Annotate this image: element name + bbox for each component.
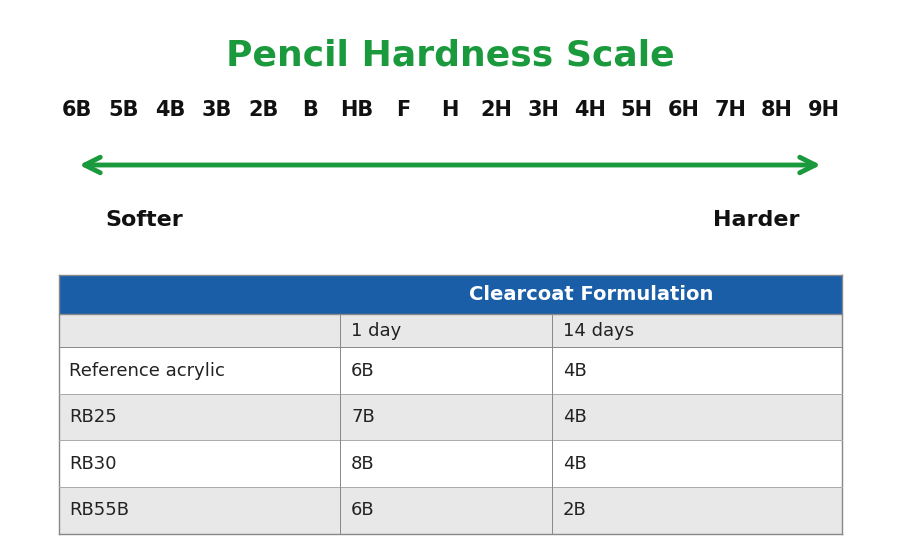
Bar [58, 394, 842, 441]
Text: 8B: 8B [351, 455, 374, 472]
Text: RB25: RB25 [69, 408, 117, 426]
Text: 3B: 3B [202, 100, 232, 120]
Text: 2H: 2H [481, 100, 513, 120]
Text: 5H: 5H [621, 100, 652, 120]
Text: 6B: 6B [351, 362, 374, 380]
Text: 14 days: 14 days [562, 322, 634, 339]
Text: 4B: 4B [155, 100, 185, 120]
Text: 2B: 2B [562, 501, 586, 519]
Text: 6B: 6B [351, 501, 374, 519]
Bar [58, 441, 842, 487]
Text: 7B: 7B [351, 408, 375, 426]
Text: 6B: 6B [61, 100, 92, 120]
Text: 4B: 4B [562, 408, 586, 426]
Text: 7H: 7H [715, 100, 746, 120]
Text: 3H: 3H [527, 100, 559, 120]
Text: B: B [302, 100, 318, 120]
Text: 9H: 9H [807, 100, 840, 120]
Text: 5B: 5B [108, 100, 139, 120]
Text: H: H [441, 100, 459, 120]
Bar [58, 314, 842, 348]
Text: F: F [396, 100, 410, 120]
Text: RB30: RB30 [69, 455, 117, 472]
Bar [58, 487, 842, 534]
Text: HB: HB [340, 100, 374, 120]
Bar [58, 275, 842, 314]
Text: Reference acrylic: Reference acrylic [69, 362, 225, 380]
Text: Harder: Harder [713, 210, 799, 230]
Text: Clearcoat Formulation: Clearcoat Formulation [469, 285, 713, 304]
Text: Pencil Hardness Scale: Pencil Hardness Scale [226, 39, 674, 73]
Text: 4H: 4H [574, 100, 606, 120]
Text: 1 day: 1 day [351, 322, 401, 339]
Text: 6H: 6H [668, 100, 699, 120]
Bar [58, 348, 842, 394]
Text: 2B: 2B [248, 100, 278, 120]
Text: RB55B: RB55B [69, 501, 130, 519]
Text: 4B: 4B [562, 455, 586, 472]
Text: Softer: Softer [105, 210, 183, 230]
Text: 8H: 8H [760, 100, 793, 120]
Text: 4B: 4B [562, 362, 586, 380]
